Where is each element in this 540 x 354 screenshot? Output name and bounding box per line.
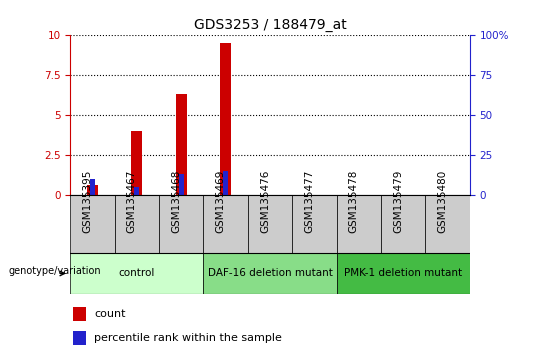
- Bar: [70, 253, 204, 294]
- Bar: [248, 195, 292, 253]
- Text: GSM135479: GSM135479: [393, 170, 403, 233]
- Bar: [114, 195, 159, 253]
- Bar: [159, 195, 204, 253]
- Text: GSM135395: GSM135395: [83, 170, 92, 233]
- Bar: [426, 195, 470, 253]
- Text: GSM135478: GSM135478: [349, 170, 359, 233]
- Title: GDS3253 / 188479_at: GDS3253 / 188479_at: [194, 18, 346, 32]
- Bar: [223, 171, 228, 195]
- Text: control: control: [119, 268, 155, 279]
- Bar: [134, 187, 139, 195]
- Text: PMK-1 deletion mutant: PMK-1 deletion mutant: [344, 268, 462, 279]
- Bar: [87, 185, 98, 195]
- Text: genotype/variation: genotype/variation: [9, 267, 101, 276]
- Text: GSM135469: GSM135469: [215, 170, 226, 233]
- Bar: [176, 95, 187, 195]
- Text: GSM135477: GSM135477: [305, 170, 314, 233]
- Bar: [381, 195, 426, 253]
- Text: GSM135467: GSM135467: [127, 170, 137, 233]
- Bar: [131, 131, 143, 195]
- Text: GSM135468: GSM135468: [171, 170, 181, 233]
- Bar: [336, 195, 381, 253]
- Bar: [179, 174, 184, 195]
- Text: count: count: [94, 309, 125, 319]
- Bar: [73, 307, 86, 321]
- Bar: [73, 331, 86, 344]
- Bar: [204, 253, 336, 294]
- Text: percentile rank within the sample: percentile rank within the sample: [94, 332, 282, 343]
- Bar: [220, 44, 231, 195]
- Bar: [90, 179, 95, 195]
- Bar: [292, 195, 336, 253]
- Text: GSM135480: GSM135480: [437, 170, 448, 233]
- Bar: [204, 195, 248, 253]
- Bar: [70, 195, 114, 253]
- Text: DAF-16 deletion mutant: DAF-16 deletion mutant: [207, 268, 333, 279]
- Bar: [336, 253, 470, 294]
- Text: GSM135476: GSM135476: [260, 170, 270, 233]
